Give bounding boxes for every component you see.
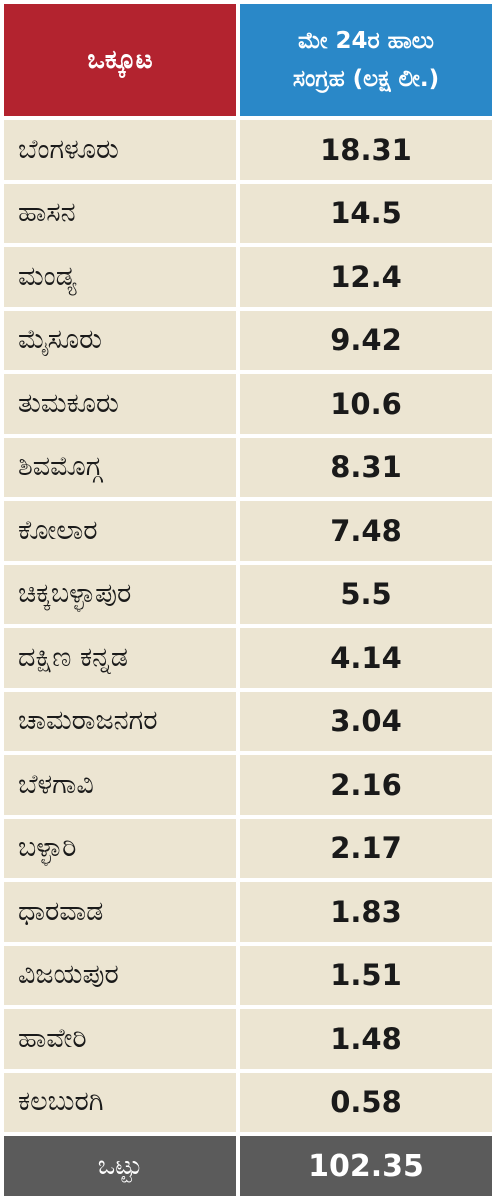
union-name-cell: ಕಲಬುರಗಿ (4, 1072, 236, 1132)
union-name-cell: ಬೆಂಗಳೂರು (4, 120, 236, 180)
union-name-cell: ಚಿಕ್ಕಬಳ್ಳಾಪುರ (4, 564, 236, 624)
collection-cell: 1.51 (240, 945, 492, 1005)
collection-cell-text: 10.6 (330, 386, 402, 421)
union-name-cell-text: ಹಾಸನ (18, 197, 76, 229)
union-name-cell-text: ಚಿಕ್ಕಬಳ್ಳಾಪುರ (18, 578, 132, 610)
collection-cell: 18.31 (240, 120, 492, 180)
union-name-cell-text: ಬೆಳಗಾವಿ (18, 768, 94, 800)
collection-cell-text: 1.51 (330, 958, 402, 993)
union-name-cell-text: ಕೋಲಾರ (18, 514, 98, 546)
collection-cell: 2.17 (240, 818, 492, 878)
collection-cell: 7.48 (240, 501, 492, 561)
collection-cell: 1.83 (240, 882, 492, 942)
union-name-cell-text: ಬಳ್ಳಾರಿ (18, 832, 77, 864)
union-name-cell-text: ಚಾಮರಾಜನಗರ (18, 705, 158, 737)
union-name-cell-text: ಬೆಂಗಳೂರು (18, 133, 119, 165)
union-name-cell-text: ವಿಜಯಪುರ (18, 959, 119, 991)
header-text: ಸಂಗ್ರಹ (ಲಕ್ಷ ಲೀ.) (292, 66, 440, 92)
collection-cell: 12.4 (240, 247, 492, 307)
header-text: ಒಕ್ಕೂಟ (87, 44, 153, 75)
collection-cell-text: 12.4 (330, 259, 402, 294)
collection-cell-text: 8.31 (330, 450, 402, 485)
collection-cell-text: 14.5 (330, 196, 402, 231)
collection-cell-text: 2.16 (330, 767, 402, 802)
union-name-cell-text: ಮೈಸೂರು (18, 324, 102, 356)
collection-cell-text: 2.17 (330, 831, 402, 866)
collection-cell: 4.14 (240, 628, 492, 688)
union-name-cell-text: ಹಾವೇರಿ (18, 1022, 87, 1054)
header-text: ಮೇ 24ರ ಹಾಲು (298, 28, 434, 54)
collection-cell-text: 18.31 (320, 132, 412, 167)
total-value-cell-text: 102.35 (308, 1148, 424, 1184)
header-name-cell: ಒಕ್ಕೂಟ (4, 4, 236, 116)
union-name-cell-text: ಕಲಬುರಗಿ (18, 1086, 104, 1118)
collection-cell-text: 9.42 (330, 323, 402, 358)
union-name-cell: ಹಾವೇರಿ (4, 1009, 236, 1069)
collection-cell: 8.31 (240, 437, 492, 497)
collection-cell: 2.16 (240, 755, 492, 815)
union-name-cell: ದಕ್ಷಿಣ ಕನ್ನಡ (4, 628, 236, 688)
collection-cell-text: 3.04 (330, 704, 402, 739)
union-name-cell: ಕೋಲಾರ (4, 501, 236, 561)
total-label-cell-text: ಒಟ್ಟು (97, 1150, 143, 1181)
union-name-cell: ಮೈಸೂರು (4, 310, 236, 370)
collection-cell: 3.04 (240, 691, 492, 751)
collection-cell: 1.48 (240, 1009, 492, 1069)
union-name-cell: ವಿಜಯಪುರ (4, 945, 236, 1005)
collection-cell-text: 0.58 (330, 1085, 402, 1120)
union-name-cell: ಹಾಸನ (4, 183, 236, 243)
union-name-cell: ಚಾಮರಾಜನಗರ (4, 691, 236, 751)
collection-cell: 0.58 (240, 1072, 492, 1132)
total-value-cell: 102.35 (240, 1136, 492, 1196)
union-name-cell-text: ಶಿವಮೊಗ್ಗ (18, 451, 102, 483)
collection-cell-text: 7.48 (330, 513, 402, 548)
collection-cell-text: 1.48 (330, 1021, 402, 1056)
total-label-cell: ಒಟ್ಟು (4, 1136, 236, 1196)
collection-cell-text: 4.14 (330, 640, 402, 675)
union-name-cell: ಧಾರವಾಡ (4, 882, 236, 942)
union-name-cell: ಶಿವಮೊಗ್ಗ (4, 437, 236, 497)
union-name-cell-text: ಮಂಡ್ಯ (18, 260, 77, 292)
collection-cell-text: 1.83 (330, 894, 402, 929)
union-name-cell-text: ತುಮಕೂರು (18, 387, 119, 419)
collection-cell: 9.42 (240, 310, 492, 370)
union-name-cell: ಬೆಳಗಾವಿ (4, 755, 236, 815)
collection-cell-text: 5.5 (340, 577, 392, 612)
collection-cell: 14.5 (240, 183, 492, 243)
header-value-cell: ಮೇ 24ರ ಹಾಲು ಸಂಗ್ರಹ (ಲಕ್ಷ ಲೀ.) (240, 4, 492, 116)
collection-cell: 10.6 (240, 374, 492, 434)
union-name-cell-text: ದಕ್ಷಿಣ ಕನ್ನಡ (18, 641, 128, 673)
collection-cell: 5.5 (240, 564, 492, 624)
union-name-cell: ಮಂಡ್ಯ (4, 247, 236, 307)
union-name-cell: ತುಮಕೂರು (4, 374, 236, 434)
union-name-cell: ಬಳ್ಳಾರಿ (4, 818, 236, 878)
union-name-cell-text: ಧಾರವಾಡ (18, 895, 104, 927)
